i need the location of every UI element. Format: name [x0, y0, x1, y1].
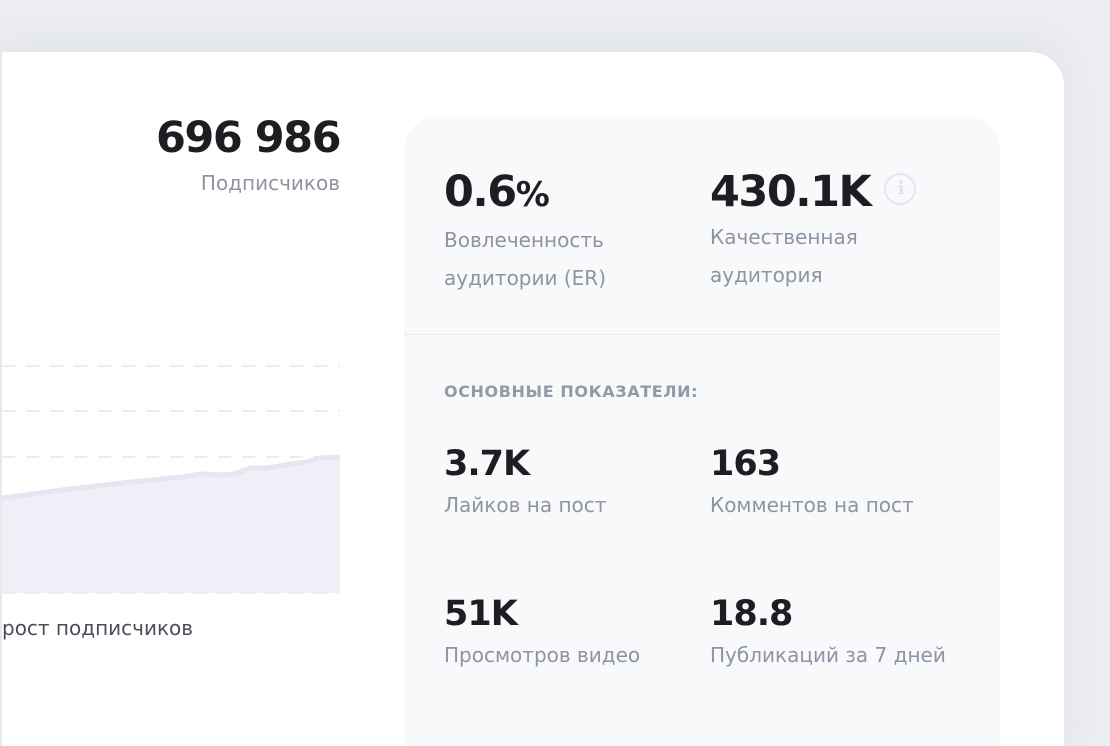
subscribers-block: 696 986 Подписчиков	[156, 112, 342, 202]
subscribers-growth-chart	[2, 365, 341, 594]
section-title: ОСНОВНЫЕ ПОКАЗАТЕЛИ:	[444, 382, 699, 401]
quality-audience-stat: 430.1K i Качественная аудитория	[710, 166, 917, 294]
engagement-label-line1: Вовлеченность	[444, 228, 604, 252]
engagement-label-line2: аудитории (ER)	[444, 266, 606, 290]
metric-label: Просмотров видео	[444, 643, 641, 667]
comments-per-post-stat: 163 Комментов на пост	[710, 442, 914, 524]
quality-audience-value: 430.1K i	[710, 166, 917, 218]
metric-value: 51K	[444, 594, 518, 634]
engagement-stat: 0.6% Вовлеченность аудитории (ER)	[444, 166, 606, 297]
divider	[404, 334, 1000, 335]
metric-value: 3.7K	[444, 444, 530, 484]
quality-audience-label-line2: аудитория	[710, 263, 823, 287]
chart-caption: рост подписчиков	[2, 616, 194, 640]
likes-per-post-stat: 3.7K Лайков на пост	[444, 442, 606, 524]
posts-per-week-stat: 18.8 Публикаций за 7 дней	[710, 592, 946, 674]
engagement-value: 0.6%	[444, 167, 550, 217]
subscribers-count: 696 986	[156, 113, 342, 163]
growth-area	[2, 457, 340, 593]
metric-value: 163	[710, 444, 781, 484]
stats-panel: 0.6% Вовлеченность аудитории (ER) 430.1K…	[404, 116, 1000, 746]
subscribers-label: Подписчиков	[200, 171, 340, 195]
metric-label: Лайков на пост	[444, 493, 607, 517]
metric-label: Публикаций за 7 дней	[710, 643, 946, 667]
metric-value: 18.8	[710, 594, 793, 634]
video-views-stat: 51K Просмотров видео	[444, 592, 640, 674]
quality-audience-label-line1: Качественная	[710, 225, 858, 249]
info-icon[interactable]: i	[884, 172, 917, 205]
growth-line	[2, 454, 341, 501]
metric-label: Комментов на пост	[710, 493, 914, 517]
